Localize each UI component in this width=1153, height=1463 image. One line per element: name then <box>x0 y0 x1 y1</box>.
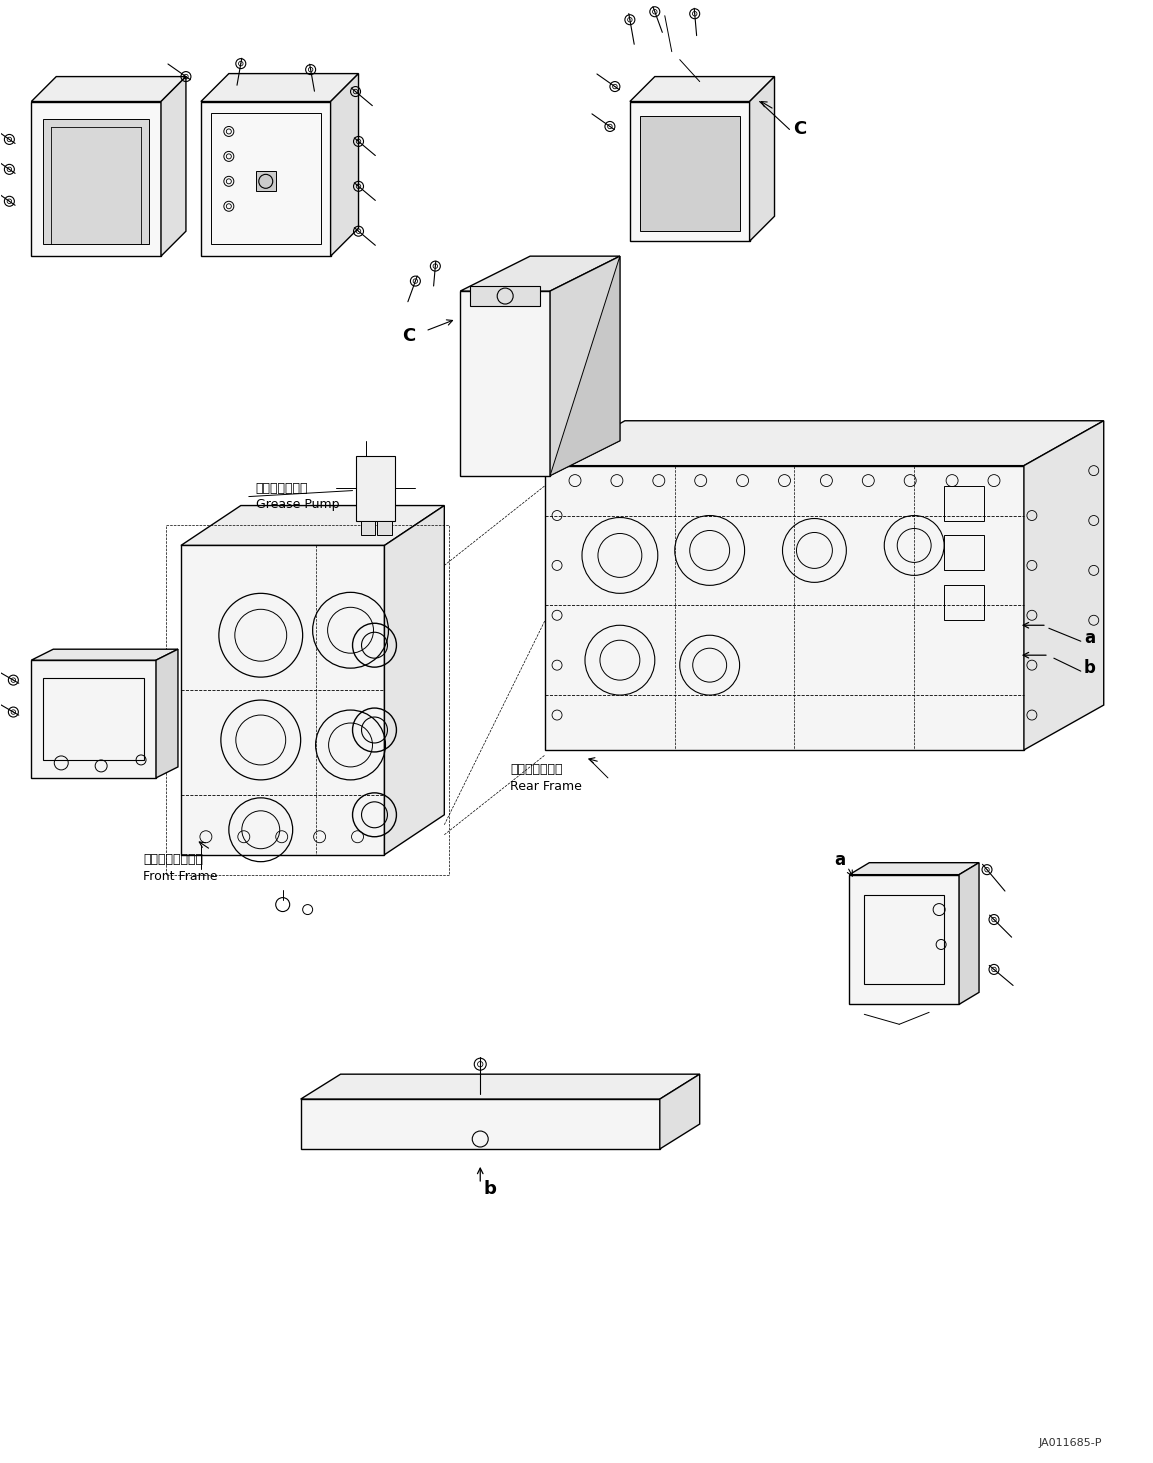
Text: リヤーフレーム: リヤーフレーム <box>510 764 563 777</box>
Polygon shape <box>31 101 161 256</box>
Polygon shape <box>660 1074 700 1148</box>
Text: C: C <box>401 326 415 345</box>
Polygon shape <box>630 101 749 241</box>
Polygon shape <box>201 73 359 101</box>
Polygon shape <box>31 76 186 101</box>
Text: a: a <box>1084 629 1095 647</box>
Polygon shape <box>749 76 775 241</box>
Polygon shape <box>31 650 178 660</box>
Polygon shape <box>959 863 979 1004</box>
Polygon shape <box>850 863 979 875</box>
Polygon shape <box>256 171 276 192</box>
Polygon shape <box>545 421 1103 465</box>
Polygon shape <box>181 506 444 546</box>
Polygon shape <box>361 521 376 535</box>
Polygon shape <box>460 256 620 291</box>
Polygon shape <box>470 287 540 306</box>
Polygon shape <box>460 291 550 475</box>
Polygon shape <box>201 101 331 256</box>
Polygon shape <box>161 76 186 256</box>
Polygon shape <box>301 1074 700 1099</box>
Text: JA011685-P: JA011685-P <box>1039 1438 1102 1448</box>
Polygon shape <box>331 73 359 256</box>
Polygon shape <box>550 256 620 475</box>
Polygon shape <box>550 256 620 475</box>
Text: Rear Frame: Rear Frame <box>510 780 582 793</box>
Polygon shape <box>181 546 384 854</box>
Polygon shape <box>377 521 392 535</box>
Polygon shape <box>355 455 395 521</box>
Text: b: b <box>1084 660 1095 677</box>
Polygon shape <box>640 117 739 231</box>
Text: b: b <box>484 1179 497 1198</box>
Text: フロントフレーム: フロントフレーム <box>143 853 203 866</box>
Polygon shape <box>384 506 444 854</box>
Polygon shape <box>850 875 959 1004</box>
Polygon shape <box>630 76 775 101</box>
Text: a: a <box>834 850 845 869</box>
Text: Grease Pump: Grease Pump <box>256 497 339 511</box>
Polygon shape <box>301 1099 660 1148</box>
Polygon shape <box>156 650 178 778</box>
Text: Front Frame: Front Frame <box>143 870 218 884</box>
Text: グリースポンプ: グリースポンプ <box>256 483 308 494</box>
Text: C: C <box>793 120 806 139</box>
Polygon shape <box>545 465 1024 751</box>
Polygon shape <box>31 660 156 778</box>
Polygon shape <box>1024 421 1103 751</box>
Polygon shape <box>44 120 149 244</box>
